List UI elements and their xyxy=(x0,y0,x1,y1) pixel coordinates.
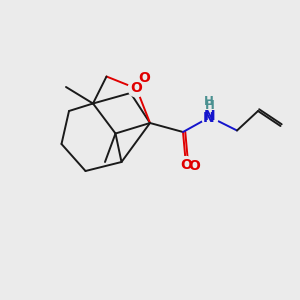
Text: H: H xyxy=(204,95,213,108)
Text: O: O xyxy=(180,158,192,172)
Circle shape xyxy=(178,157,194,173)
Text: N: N xyxy=(204,109,216,122)
Text: O: O xyxy=(130,82,142,95)
Text: N: N xyxy=(203,112,214,125)
Circle shape xyxy=(202,109,218,125)
Text: O: O xyxy=(138,71,150,85)
Text: H: H xyxy=(205,99,215,112)
Text: O: O xyxy=(188,160,200,173)
Circle shape xyxy=(128,80,145,97)
